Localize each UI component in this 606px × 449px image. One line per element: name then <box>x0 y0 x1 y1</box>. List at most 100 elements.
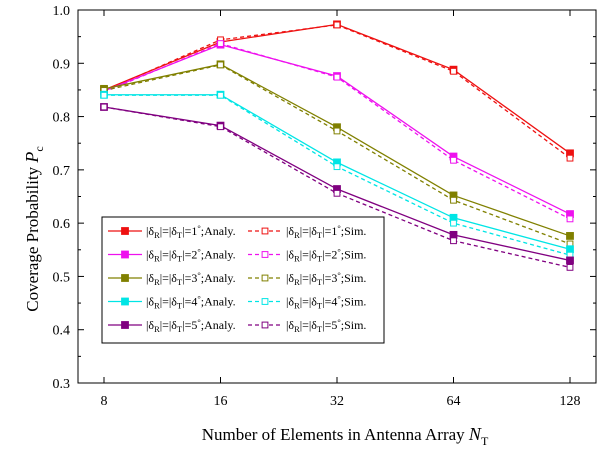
legend-label-part: R <box>154 324 160 334</box>
legend-label-part: |δ <box>146 224 154 238</box>
legend-marker <box>121 297 129 306</box>
legend: |δR|=|δT|=1°;Analy. |δR|=|δT|=1°;Sim.|δR|… <box>101 216 385 344</box>
y-axis-title-symbol: P <box>22 152 42 164</box>
data-point <box>450 237 457 245</box>
legend-label-part: ° <box>197 223 200 233</box>
legend-label-part: T <box>177 254 183 264</box>
legend-label-part: |=2 <box>182 248 197 262</box>
y-tick-label: 0.9 <box>53 57 71 72</box>
x-axis-title-text: Number of Elements in Antenna Array <box>202 425 469 444</box>
legend-entry: |δR|=|δT|=3°;Analy. <box>108 270 236 287</box>
legend-label: |δR|=|δT|=4°;Analy. <box>146 294 236 311</box>
legend-label-part: |=|δ <box>160 271 178 285</box>
legend-label-part: |=4 <box>182 295 197 309</box>
legend-marker <box>121 250 129 259</box>
x-tick-label: 32 <box>330 394 344 409</box>
legend-label-part: T <box>177 277 183 287</box>
data-point <box>217 40 224 47</box>
data-point <box>333 21 341 29</box>
x-tick-label: 8 <box>101 394 108 409</box>
x-axis-title-symbol: N <box>468 424 482 444</box>
legend-label-part: |δ <box>146 295 154 309</box>
y-axis-title-subscript: c <box>32 146 46 151</box>
legend-label-part: |δ <box>286 224 294 238</box>
legend-label-part: ;Sim. <box>341 295 367 309</box>
legend-label-part: |=3 <box>322 271 337 285</box>
legend-marker <box>121 321 129 329</box>
legend-label-part: |δ <box>286 248 294 262</box>
y-tick-label: 0.6 <box>53 217 71 232</box>
data-point <box>333 73 341 81</box>
legend-label: |δR|=|δT|=2°;Sim. <box>286 247 366 264</box>
legend-label-part: ° <box>337 223 340 233</box>
legend-entry: |δR|=|δT|=3°;Sim. <box>248 270 366 287</box>
legend-label-part: T <box>317 277 323 287</box>
legend-entry: |δR|=|δT|=2°;Sim. <box>248 247 366 264</box>
legend-label-part: |=2 <box>322 248 337 262</box>
legend-marker <box>121 227 129 235</box>
legend-label-part: |=5 <box>322 318 337 332</box>
legend-label-part: |=4 <box>322 295 337 309</box>
legend-label-part: |=|δ <box>160 248 178 262</box>
legend-label-part: |δ <box>146 248 154 262</box>
legend-label-part: |=1 <box>322 224 337 238</box>
legend-label-part: T <box>177 324 183 334</box>
legend-label-part: T <box>177 230 183 240</box>
legend-entry: |δR|=|δT|=1°;Analy. <box>108 223 236 240</box>
series-line <box>103 63 571 237</box>
x-tick-label: 128 <box>560 394 581 409</box>
legend-label-part: ;Analy. <box>201 224 236 238</box>
legend-label-part: |δ <box>146 318 154 332</box>
data-point <box>566 245 574 254</box>
legend-label-part: R <box>294 254 300 264</box>
legend-label-part: ° <box>197 247 200 257</box>
legend-label: |δR|=|δT|=1°;Analy. <box>146 223 236 240</box>
data-point <box>566 154 574 162</box>
legend-entry: |δR|=|δT|=1°;Sim. <box>248 223 366 240</box>
legend-marker <box>121 274 129 282</box>
legend-label-part: ;Analy. <box>201 271 236 285</box>
series-layer <box>100 20 574 271</box>
legend-box <box>101 216 385 344</box>
data-point <box>100 91 108 99</box>
legend-label-part: R <box>154 254 160 264</box>
legend-label-part: T <box>317 301 323 311</box>
data-point <box>217 123 224 131</box>
legend-label-part: |=|δ <box>300 224 318 238</box>
x-axis-title: Number of Elements in Antenna Array NT <box>202 424 489 448</box>
legend-label-part: |=|δ <box>300 248 318 262</box>
legend-label-part: R <box>154 230 160 240</box>
legend-label: |δR|=|δT|=4°;Sim. <box>286 294 366 311</box>
data-point <box>449 230 458 239</box>
legend-label-part: R <box>294 230 300 240</box>
legend-label-part: |δ <box>146 271 154 285</box>
legend-label-part: |=5 <box>182 318 197 332</box>
y-tick-label: 1.0 <box>53 4 71 19</box>
legend-label-part: T <box>317 230 323 240</box>
data-point <box>450 219 457 227</box>
data-point <box>100 103 108 111</box>
legend-marker <box>261 298 269 305</box>
legend-label: |δR|=|δT|=5°;Analy. <box>146 317 236 334</box>
legend-label-part: |=|δ <box>300 271 318 285</box>
x-axis-title-subscript: T <box>481 434 489 448</box>
legend-label-part: R <box>154 301 160 311</box>
data-point <box>217 61 224 69</box>
legend-label-part: ;Analy. <box>201 248 236 262</box>
legend-label-part: ° <box>337 317 340 327</box>
legend-label-part: ° <box>197 294 200 304</box>
legend-label-part: ;Sim. <box>341 318 367 332</box>
legend-label-part: R <box>294 301 300 311</box>
legend-label-part: |=1 <box>182 224 197 238</box>
legend-label-part: |=|δ <box>160 224 178 238</box>
data-point <box>450 67 457 75</box>
data-point <box>333 127 341 135</box>
legend-label: |δR|=|δT|=5°;Sim. <box>286 317 366 334</box>
x-tick-label: 64 <box>447 394 461 409</box>
legend-label-part: |=|δ <box>300 318 318 332</box>
data-point <box>566 263 574 271</box>
legend-label-part: T <box>317 254 323 264</box>
legend-label-part: ;Analy. <box>201 295 236 309</box>
data-point <box>217 91 224 99</box>
